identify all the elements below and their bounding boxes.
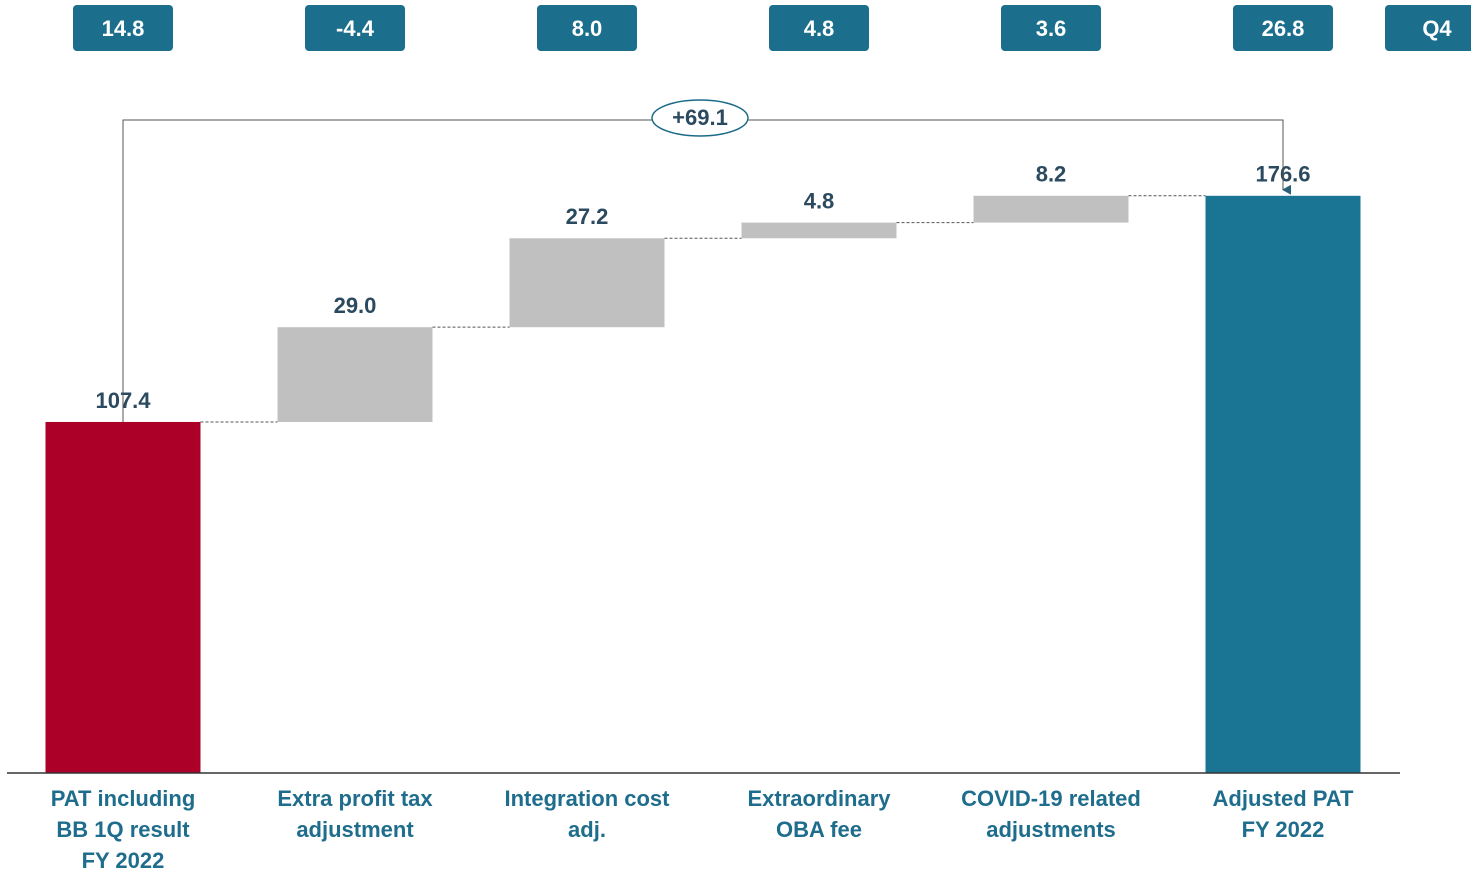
quarter-box xyxy=(1001,5,1101,51)
quarter-box xyxy=(769,5,869,51)
bar xyxy=(277,327,433,422)
quarter-label: Q4 xyxy=(1422,16,1452,41)
quarter-box xyxy=(1385,5,1471,51)
quarter-box xyxy=(305,5,405,51)
quarter-value: 14.8 xyxy=(102,16,145,41)
value-label: 8.2 xyxy=(1036,162,1067,187)
bar xyxy=(1205,195,1361,773)
bar xyxy=(45,421,201,773)
quarter-value: -4.4 xyxy=(336,16,375,41)
quarter-value: 26.8 xyxy=(1262,16,1305,41)
bar xyxy=(741,222,897,239)
x-tick-label: Integration cost adj. xyxy=(504,786,670,842)
annotation: +69.1 xyxy=(672,105,728,130)
quarter-value: 8.0 xyxy=(572,16,603,41)
annotation-box xyxy=(651,99,749,137)
x-tick-label: Adjusted PAT FY 2022 xyxy=(1213,786,1355,842)
bar xyxy=(509,238,665,328)
x-tick-label: COVID-19 related adjustments xyxy=(961,786,1141,842)
bar xyxy=(973,195,1129,223)
quarter-value: 3.6 xyxy=(1036,16,1067,41)
quarter-box xyxy=(1233,5,1333,51)
quarter-box xyxy=(73,5,173,51)
x-tick-label: Extraordinary OBA fee xyxy=(747,786,891,842)
quarter-box xyxy=(537,5,637,51)
x-tick-label: Extra profit tax adjustment xyxy=(277,786,433,842)
value-label: 27.2 xyxy=(566,204,609,229)
value-label: 29.0 xyxy=(334,293,377,318)
quarter-value: 4.8 xyxy=(804,16,835,41)
value-label: 4.8 xyxy=(804,188,835,213)
x-tick-label: PAT including BB 1Q result FY 2022 xyxy=(51,786,196,873)
